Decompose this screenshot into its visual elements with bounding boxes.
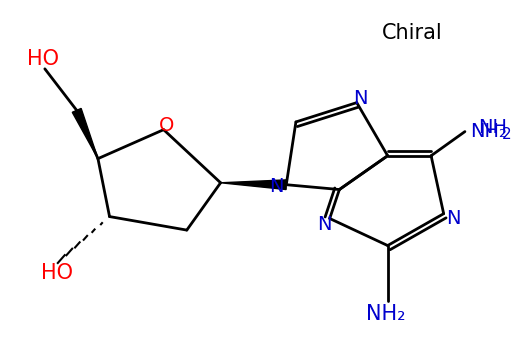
Polygon shape	[221, 180, 286, 190]
Text: HO: HO	[27, 49, 59, 69]
Text: N: N	[269, 177, 284, 196]
Text: N: N	[353, 89, 368, 108]
Text: NH: NH	[478, 118, 507, 137]
Text: N: N	[446, 209, 461, 228]
Text: O: O	[159, 116, 174, 135]
Text: NH₂: NH₂	[366, 304, 406, 324]
Text: NH₂: NH₂	[470, 122, 506, 141]
Text: 2: 2	[502, 127, 511, 142]
Text: N: N	[316, 215, 331, 234]
Text: HO: HO	[41, 263, 73, 283]
Text: Chiral: Chiral	[381, 23, 442, 43]
Polygon shape	[72, 108, 98, 158]
